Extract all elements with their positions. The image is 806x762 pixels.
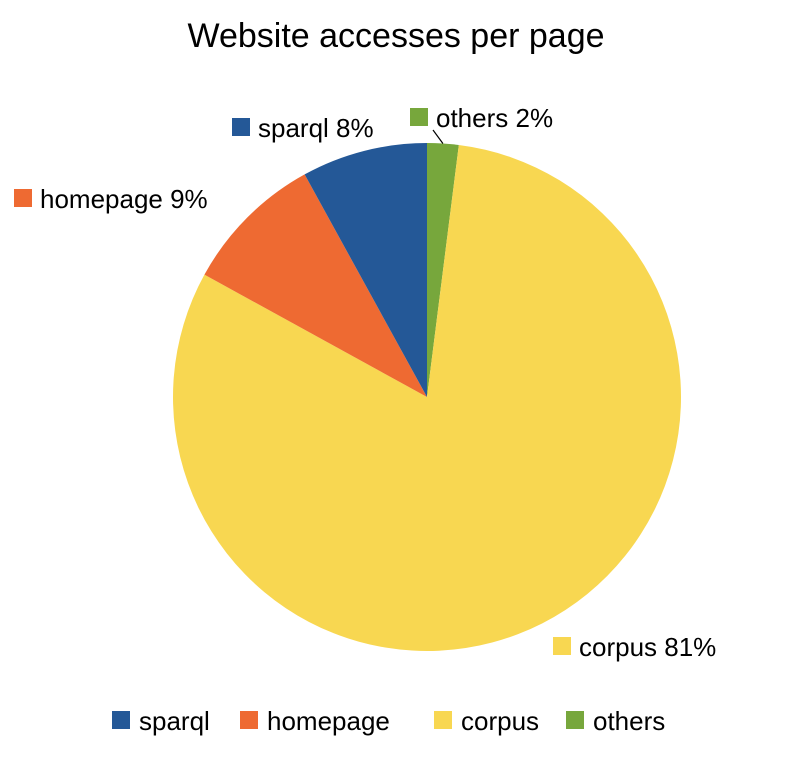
slice-label-swatch <box>14 189 32 207</box>
slice-label-text: others 2% <box>436 103 553 133</box>
slice-label-sparql: sparql 8% <box>232 113 374 143</box>
legend-swatch <box>240 711 258 729</box>
legend-swatch <box>434 711 452 729</box>
legend-label: others <box>593 706 665 736</box>
legend-item-corpus: corpus <box>434 706 539 736</box>
slice-label-swatch <box>553 637 571 655</box>
legend-item-homepage: homepage <box>240 706 390 736</box>
legend-label: corpus <box>461 706 539 736</box>
pie-slice-homepage <box>204 174 427 397</box>
slice-label-homepage: homepage 9% <box>14 184 208 214</box>
pie-slices <box>173 143 682 651</box>
pie-slice-sparql <box>304 143 427 397</box>
legend-swatch <box>566 711 584 729</box>
legend-item-sparql: sparql <box>112 706 210 736</box>
leader-line-others <box>432 129 444 144</box>
legend: sparql homepage corpus others <box>112 706 665 736</box>
slice-label-text: sparql 8% <box>258 113 374 143</box>
pie-slice-others <box>427 143 459 397</box>
slice-label-corpus: corpus 81% <box>553 632 716 662</box>
legend-label: sparql <box>139 706 210 736</box>
legend-item-others: others <box>566 706 665 736</box>
slice-label-swatch <box>232 118 250 136</box>
pie-slice-corpus <box>173 145 682 651</box>
legend-swatch <box>112 711 130 729</box>
slice-labels: others 2% corpus 81% homepage 9% sparql 8% <box>14 103 716 662</box>
slice-label-text: corpus 81% <box>579 632 716 662</box>
slice-label-swatch <box>410 108 428 126</box>
slice-label-others: others 2% <box>410 103 553 133</box>
slice-label-text: homepage 9% <box>40 184 208 214</box>
legend-label: homepage <box>267 706 390 736</box>
chart-title: Website accesses per page <box>187 17 604 55</box>
